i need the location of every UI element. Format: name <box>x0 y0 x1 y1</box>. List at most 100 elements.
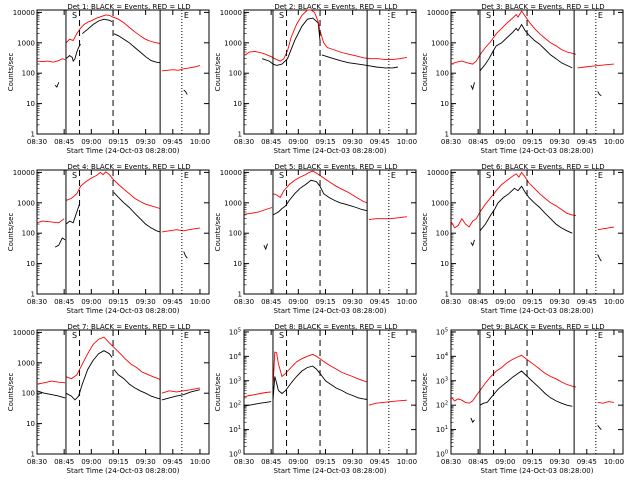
x-tick-label: 09:00 <box>288 458 308 466</box>
x-tick-label: 08:45 <box>261 298 281 306</box>
flag-label-e: E <box>391 171 396 180</box>
y-axis-title: Counts/sec <box>7 213 15 252</box>
x-axis-title: Start Time (24-Oct-03 08:28:00) <box>481 467 594 475</box>
series-line-lld <box>597 401 614 404</box>
series-line-events <box>479 185 573 234</box>
flag-label-e: E <box>598 171 603 180</box>
flag-label-e: E <box>391 331 396 340</box>
x-tick-label: 09:15 <box>108 458 128 466</box>
y-tick-label: 1000 <box>224 199 242 207</box>
y-axis-title: Counts/sec <box>421 53 429 92</box>
chart-panel-7: 08:30 08:45 09:00 09:15 09:30 09:45 10:00 1 10 10… <box>7 323 210 475</box>
flag-label-s: S <box>72 171 77 180</box>
chart-title: Det 8: BLACK = Events, RED = LLD <box>274 323 397 331</box>
y-tick-label: 1000 <box>17 199 35 207</box>
y-axis-title: Counts/sec <box>421 373 429 412</box>
y-tick-label: 1000 <box>17 359 35 367</box>
flag-label-s: S <box>279 171 284 180</box>
y-tick-label: 1000 <box>431 39 449 47</box>
y-tick-label: 1000 <box>224 39 242 47</box>
chart-title: Det 9: BLACK = Events, RED = LLD <box>481 323 604 331</box>
y-tick-label: 100 <box>436 450 448 459</box>
x-tick-label: 08:45 <box>261 138 281 146</box>
y-axis-title: Counts/sec <box>421 213 429 252</box>
flag-label-e: E <box>184 11 189 20</box>
x-tick-label: 09:00 <box>495 298 515 306</box>
series-line-events <box>65 204 80 225</box>
x-tick-label: 09:15 <box>522 298 542 306</box>
y-axis-title: Counts/sec <box>214 373 222 412</box>
x-tick-label: 09:30 <box>550 138 570 146</box>
series-line-lld <box>36 380 66 385</box>
y-tick-label: 10000 <box>220 9 242 17</box>
y-tick-label: 10 <box>440 260 449 268</box>
series-line-events <box>54 82 60 88</box>
x-tick-label: 08:30 <box>234 138 254 146</box>
x-tick-label: 08:45 <box>468 458 488 466</box>
y-tick-label: 1 <box>238 291 242 299</box>
x-tick-label: 09:30 <box>136 458 156 466</box>
series-line-lld <box>65 171 161 209</box>
y-tick-label: 1 <box>31 131 35 139</box>
series-line-events <box>54 237 66 248</box>
x-tick-label: 10:00 <box>604 298 624 306</box>
x-tick-label: 08:45 <box>468 298 488 306</box>
series-line-events <box>65 43 81 63</box>
series-line-events <box>113 369 161 400</box>
y-tick-label: 100 <box>436 70 449 78</box>
x-tick-label: 10:00 <box>397 298 417 306</box>
x-tick-label: 09:45 <box>370 138 390 146</box>
plot-frame <box>450 169 624 295</box>
series-line-lld <box>161 387 200 394</box>
y-tick-label: 10000 <box>220 169 242 177</box>
chart-title: Det 2: BLACK = Events, RED = LLD <box>274 3 397 11</box>
chart-title: Det 7: BLACK = Events, RED = LLD <box>67 323 190 331</box>
plot-frame <box>450 9 624 135</box>
series-line-events <box>597 425 602 430</box>
y-axis-title: Counts/sec <box>7 373 15 412</box>
x-tick-label: 09:00 <box>81 298 101 306</box>
x-tick-label: 09:30 <box>550 298 570 306</box>
flag-label-e: E <box>184 331 189 340</box>
chart-title: Det 5: BLACK = Events, RED = LLD <box>274 163 397 171</box>
chart-panel-5: 08:30 08:45 09:00 09:15 09:30 09:45 10:00 1 10 10… <box>214 163 417 315</box>
x-tick-label: 09:15 <box>522 138 542 146</box>
plot-frame <box>243 9 417 135</box>
y-tick-label: 10000 <box>13 9 35 17</box>
series-line-lld <box>36 58 66 63</box>
x-tick-label: 09:30 <box>343 138 363 146</box>
x-tick-label: 09:15 <box>315 458 335 466</box>
y-tick-label: 100 <box>22 70 35 78</box>
x-axis-title: Start Time (24-Oct-03 08:28:00) <box>67 467 180 475</box>
x-tick-label: 09:30 <box>136 138 156 146</box>
series-line-events <box>183 89 188 95</box>
flag-label-e: E <box>598 11 603 20</box>
x-tick-label: 08:30 <box>27 298 47 306</box>
series-line-events <box>36 390 66 399</box>
y-tick-label: 10 <box>233 100 242 108</box>
y-tick-label: 1 <box>445 131 449 139</box>
series-line-events <box>272 365 368 401</box>
plot-frame <box>36 9 210 135</box>
y-tick-label: 1 <box>445 291 449 299</box>
x-tick-label: 10:00 <box>190 298 210 306</box>
x-tick-label: 08:30 <box>234 458 254 466</box>
x-tick-label: 10:00 <box>190 138 210 146</box>
chart-title: Det 1: BLACK = Events, RED = LLD <box>67 3 190 11</box>
x-tick-label: 10:00 <box>604 458 624 466</box>
x-tick-label: 09:30 <box>343 298 363 306</box>
series-line-lld <box>161 227 200 233</box>
flag-label-e: E <box>391 11 396 20</box>
flag-label-s: S <box>279 11 284 20</box>
x-axis-title: Start Time (24-Oct-03 08:28:00) <box>67 307 180 315</box>
plot-frame <box>36 169 210 295</box>
plot-frame <box>450 329 624 455</box>
x-tick-label: 09:30 <box>343 458 363 466</box>
x-tick-label: 09:00 <box>495 138 515 146</box>
y-tick-label: 102 <box>229 401 241 410</box>
x-tick-label: 09:00 <box>81 138 101 146</box>
x-tick-label: 08:30 <box>234 298 254 306</box>
series-line-events <box>479 370 573 407</box>
x-axis-title: Start Time (24-Oct-03 08:28:00) <box>67 147 180 155</box>
